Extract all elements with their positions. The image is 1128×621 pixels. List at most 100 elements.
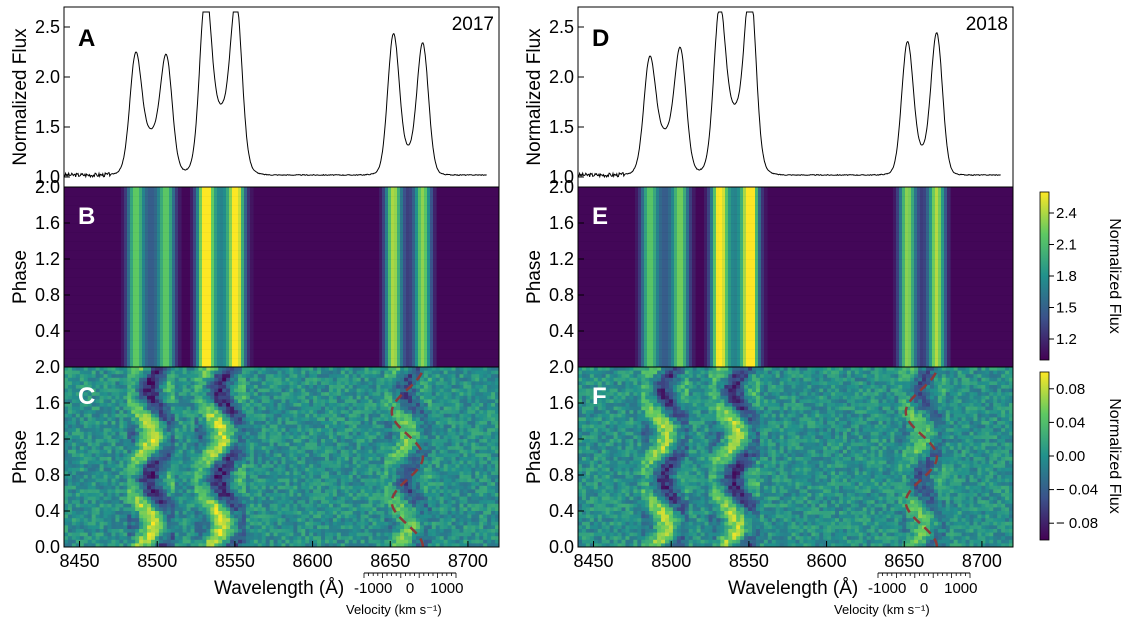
panel-b-heatmap [64, 187, 499, 367]
panel-c-ytick-label: 1.2 [35, 429, 60, 449]
panel-f-rv-curve [904, 368, 939, 548]
panel-f-yticks: 0.0 0.4 0.8 1.2 1.6 2.0 [549, 357, 584, 557]
panel-a-ylabel: Normalized Flux [10, 28, 31, 166]
panel-f-xtick-label: 8500 [651, 551, 691, 571]
panel-e-yticks: 0.4 0.8 1.2 1.6 2.0 [549, 177, 584, 341]
colorbar-bottom-tick-label: 0.08 [1056, 381, 1085, 398]
panel-c-xticks: 8450 8500 8550 8600 8650 8700 [60, 541, 488, 571]
panel-d-year: 2018 [966, 14, 1008, 35]
panel-f-ylabel: Phase [524, 430, 545, 484]
panel-a-letter: A [78, 25, 95, 52]
colorbar-top-tick-label: 1.8 [1056, 268, 1077, 285]
panel-f-ytick-label: 0.0 [549, 537, 574, 557]
panel-f-ytick-label: 2.0 [549, 357, 574, 377]
left-velocity-label: Velocity (km s⁻¹) [346, 602, 442, 617]
panel-f-ytick-label: 1.2 [549, 429, 574, 449]
panel-e-ytick-label: 1.2 [549, 249, 574, 269]
right-velocity-tick-label: 0 [920, 580, 928, 597]
colorbar-top-label: Normalized Flux [1106, 218, 1123, 334]
colorbar-top-tick-label: 1.2 [1056, 331, 1077, 348]
panel-c-ytick-label: 0.8 [35, 465, 60, 485]
colorbar-top-tick-label: 1.5 [1056, 300, 1077, 317]
panel-b-ytick-label: 2.0 [35, 177, 60, 197]
colorbar-top-tick-label: 2.1 [1056, 237, 1077, 254]
panel-f: F 0.0 0.4 0.8 1.2 1.6 2.0 8450 8500 8550 8600 865… [549, 357, 1014, 571]
panel-d-ytick-label: 1.0 [549, 167, 574, 187]
panel-d-ylabel: Normalized Flux [524, 28, 545, 166]
panel-a-frame [63, 6, 500, 188]
panel-a-ytick-label: 1.5 [35, 117, 60, 137]
panel-b-ytick-label: 1.2 [35, 249, 60, 269]
panel-e-letter: E [592, 203, 608, 230]
panel-f-xtick-label: 8700 [962, 551, 1002, 571]
panel-d-ytick-label: 2.5 [549, 17, 574, 37]
panel-b-yticks: 0.4 0.8 1.2 1.6 2.0 [35, 177, 70, 341]
panel-c-xtick-label: 8550 [215, 551, 255, 571]
panel-f-ytick-label: 0.4 [549, 501, 574, 521]
right-velocity-tick-label: -1000 [868, 580, 906, 597]
colorbar-bottom-tick-label: 0.04 [1056, 414, 1085, 431]
colorbar-bottom-ticks: 0.08 0.04 0.00 − 0.04 − 0.08 [1049, 381, 1098, 532]
panel-c-rv-curve [390, 368, 425, 548]
panel-f-xtick-label: 8650 [884, 551, 924, 571]
panel-a-year: 2017 [452, 14, 494, 35]
panel-a-ytick-label: 2.0 [35, 67, 60, 87]
colorbar-bottom-gradient [1039, 371, 1050, 541]
panel-e: E 0.4 0.8 1.2 1.6 2.0 [549, 177, 1014, 368]
panel-c-heatmap [64, 367, 500, 548]
colorbar-bottom-tick-label: 0.00 [1056, 448, 1085, 465]
panel-d-spectrum-line [577, 11, 1001, 179]
left-velocity-tick-label: -1000 [354, 580, 392, 597]
right-velocity-tick-label: 1000 [944, 580, 977, 597]
panel-c-xtick-label: 8600 [293, 551, 333, 571]
panel-c-xtick-label: 8450 [60, 551, 100, 571]
colorbar-bottom-tick-label: − 0.04 [1056, 482, 1098, 499]
panel-f-xtick-label: 8600 [807, 551, 847, 571]
panel-a-spectrum-line [63, 11, 487, 179]
panel-c-ytick-label: 1.6 [35, 393, 60, 413]
panel-c-xtick-label: 8500 [137, 551, 177, 571]
panel-c-ytick-label: 2.0 [35, 357, 60, 377]
panel-f-frame [577, 366, 1014, 548]
left-velocity-axis: -1000 0 1000 [354, 572, 463, 597]
panel-e-ytick-label: 0.4 [549, 321, 574, 341]
panel-c-ytick-label: 0.4 [35, 501, 60, 521]
panel-b: B 0.4 0.8 1.2 1.6 2.0 [35, 177, 500, 368]
colorbar-top-tick-label: 2.4 [1056, 205, 1077, 222]
panel-b-ytick-label: 0.8 [35, 285, 60, 305]
panel-b-ytick-label: 1.6 [35, 213, 60, 233]
colorbar-bottom-label: Normalized Flux [1106, 398, 1123, 514]
panel-d-letter: D [592, 25, 609, 52]
right-xlabel: Wavelength (Å) [728, 578, 858, 599]
panel-b-letter: B [78, 203, 95, 230]
colorbar-top: 2.4 2.1 1.8 1.5 1.2 Normalized Flux [1039, 191, 1123, 361]
panel-c: C 0.0 0.4 0.8 1.2 1.6 2.0 8450 8500 8550 8600 865… [35, 357, 500, 571]
panel-c-yticks: 0.0 0.4 0.8 1.2 1.6 2.0 [35, 357, 70, 557]
colorbar-bottom-tick-label: − 0.08 [1056, 515, 1098, 532]
left-column: A 2017 1.0 1.5 2.0 2.5 B 0.4 0.8 1.2 1.6 2.0 C … [10, 6, 500, 617]
panel-d-yticks: 1.0 1.5 2.0 2.5 [549, 17, 584, 187]
panel-e-ytick-label: 1.6 [549, 213, 574, 233]
panel-c-letter: C [78, 383, 95, 410]
right-velocity-label: Velocity (km s⁻¹) [834, 602, 930, 617]
left-velocity-tick-label: 1000 [430, 580, 463, 597]
panel-c-frame [63, 366, 500, 548]
panel-d-frame [577, 6, 1014, 188]
panel-f-xtick-label: 8550 [729, 551, 769, 571]
panel-e-ytick-label: 0.8 [549, 285, 574, 305]
panel-d: D 2018 1.0 1.5 2.0 2.5 [549, 6, 1014, 188]
panel-c-xtick-label: 8650 [370, 551, 410, 571]
panel-f-xtick-label: 8450 [574, 551, 614, 571]
panel-b-ytick-label: 0.4 [35, 321, 60, 341]
right-column: D 2018 1.0 1.5 2.0 2.5 E 0.4 0.8 1.2 1.6 2.0 F … [524, 6, 1014, 617]
panel-d-ytick-label: 1.5 [549, 117, 574, 137]
colorbar-top-gradient [1039, 191, 1050, 361]
panel-f-xticks: 8450 8500 8550 8600 8650 8700 [574, 541, 1002, 571]
panel-a: A 2017 1.0 1.5 2.0 2.5 [35, 6, 500, 188]
panel-e-ytick-label: 2.0 [549, 177, 574, 197]
left-xlabel: Wavelength (Å) [214, 578, 344, 599]
panel-f-ytick-label: 0.8 [549, 465, 574, 485]
panel-c-xtick-label: 8700 [448, 551, 488, 571]
panel-f-letter: F [592, 383, 607, 410]
right-velocity-axis: -1000 0 1000 [868, 572, 977, 597]
